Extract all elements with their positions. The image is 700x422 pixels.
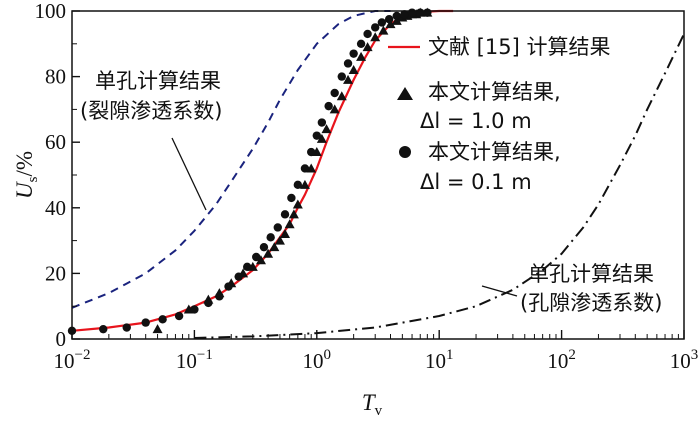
series-line-4: [194, 33, 685, 339]
y-tick-label: 60: [45, 130, 66, 154]
circle-point: [300, 164, 310, 173]
triangle-point: [385, 19, 396, 29]
circle-point: [317, 118, 327, 127]
legend-label-reference: 文献 [15] 计算结果: [428, 35, 610, 59]
triangle-point: [299, 179, 310, 189]
x-tick-label: 103: [670, 347, 699, 373]
circle-point: [370, 23, 380, 32]
triangle-point: [255, 255, 266, 265]
triangle-point: [316, 133, 327, 143]
legend: 文献 [15] 计算结果 本文计算结果, Δl = 1.0 m 本文计算结果, …: [388, 35, 610, 194]
circle-point: [204, 298, 213, 308]
legend-triangle-symbol: [397, 87, 413, 100]
circle-point: [306, 147, 316, 157]
circle-point: [252, 252, 261, 262]
circle-point: [312, 131, 321, 140]
x-tick-label: 100: [303, 347, 332, 373]
triangle-point: [284, 219, 295, 229]
circle-point: [273, 223, 282, 232]
circle-point: [287, 193, 296, 203]
circle-point: [423, 8, 432, 17]
legend-label-circle-1: 本文计算结果,: [428, 140, 561, 164]
circle-point: [392, 11, 401, 21]
triangle-point: [370, 32, 381, 42]
triangle-point: [321, 124, 332, 134]
annotation-pore-line1: 单孔计算结果: [528, 262, 654, 286]
annotations: 单孔计算结果 (裂隙渗透系数) 单孔计算结果 (孔隙渗透系数): [80, 69, 662, 315]
x-tick-label: 102: [547, 347, 576, 373]
circle-point: [407, 8, 417, 17]
annotation-pore-leader: [481, 285, 518, 297]
triangle-point: [356, 51, 367, 61]
circle-point: [293, 180, 303, 190]
triangle-point: [288, 209, 299, 219]
series-layer: [71, 9, 685, 339]
legend-label-circle-2: Δl = 0.1 m: [420, 170, 532, 194]
annotation-fracture-line2: (裂隙渗透系数): [80, 99, 222, 123]
circle-point: [400, 10, 409, 19]
circle-point: [122, 323, 131, 332]
triangle-point: [343, 74, 354, 84]
circle-point: [280, 210, 290, 219]
circle-point: [234, 272, 243, 281]
triangle-point: [378, 25, 389, 35]
circle-point: [356, 39, 366, 48]
x-axis-ticks: 10−2 10−1 100 101 102 103: [54, 330, 699, 373]
x-axis-title: Tv: [362, 390, 383, 419]
circle-point: [242, 262, 252, 272]
circle-point: [99, 324, 108, 334]
x-tick-label: 10−2: [54, 347, 91, 373]
triangle-point: [263, 248, 274, 258]
circle-point: [330, 88, 339, 98]
circle-point: [215, 292, 224, 301]
annotation-fracture-line1: 单孔计算结果: [95, 69, 221, 93]
circle-point: [190, 305, 199, 314]
legend-label-triangle-1: 本文计算结果,: [428, 80, 561, 104]
circle-point: [324, 101, 333, 111]
circle-point: [224, 282, 233, 291]
triangle-point: [152, 324, 163, 334]
triangle-point: [269, 242, 280, 252]
circle-point: [174, 311, 184, 321]
y-axis-title: Us/%: [12, 151, 41, 199]
circle-point: [158, 315, 167, 324]
circle-point: [349, 49, 358, 58]
circle-point: [266, 233, 275, 242]
triangle-point: [391, 15, 402, 25]
circle-point: [259, 242, 269, 252]
plot-frame: [71, 10, 685, 340]
triangle-point: [274, 235, 285, 245]
y-tick-label: 100: [35, 0, 67, 23]
annotation-pore-line2: (孔隙渗透系数): [520, 291, 662, 315]
legend-circle-symbol: [399, 146, 411, 158]
y-tick-label: 0: [56, 327, 67, 351]
circle-point: [141, 318, 150, 327]
y-tick-label: 40: [45, 196, 66, 220]
legend-label-triangle-2: Δl = 1.0 m: [420, 109, 532, 133]
y-axis-ticks: 0 20 40 60 80 100: [35, 0, 80, 351]
x-tick-label: 101: [425, 347, 454, 373]
y-tick-label: 20: [45, 261, 66, 285]
circle-point: [337, 72, 346, 81]
circle-point: [343, 59, 353, 68]
triangle-point: [280, 229, 291, 239]
circle-point: [384, 15, 394, 24]
circle-point: [363, 29, 372, 39]
x-tick-label: 10−1: [176, 347, 213, 373]
triangle-point: [362, 42, 373, 52]
y-tick-label: 80: [45, 65, 66, 89]
triangle-point: [329, 104, 340, 114]
marker-layer: [67, 7, 433, 335]
triangle-point: [292, 199, 303, 209]
triangle-point: [348, 65, 359, 75]
annotation-fracture-leader: [171, 137, 207, 211]
circle-point: [377, 18, 387, 27]
triangle-point: [336, 91, 347, 101]
series-line-3: [71, 10, 391, 309]
